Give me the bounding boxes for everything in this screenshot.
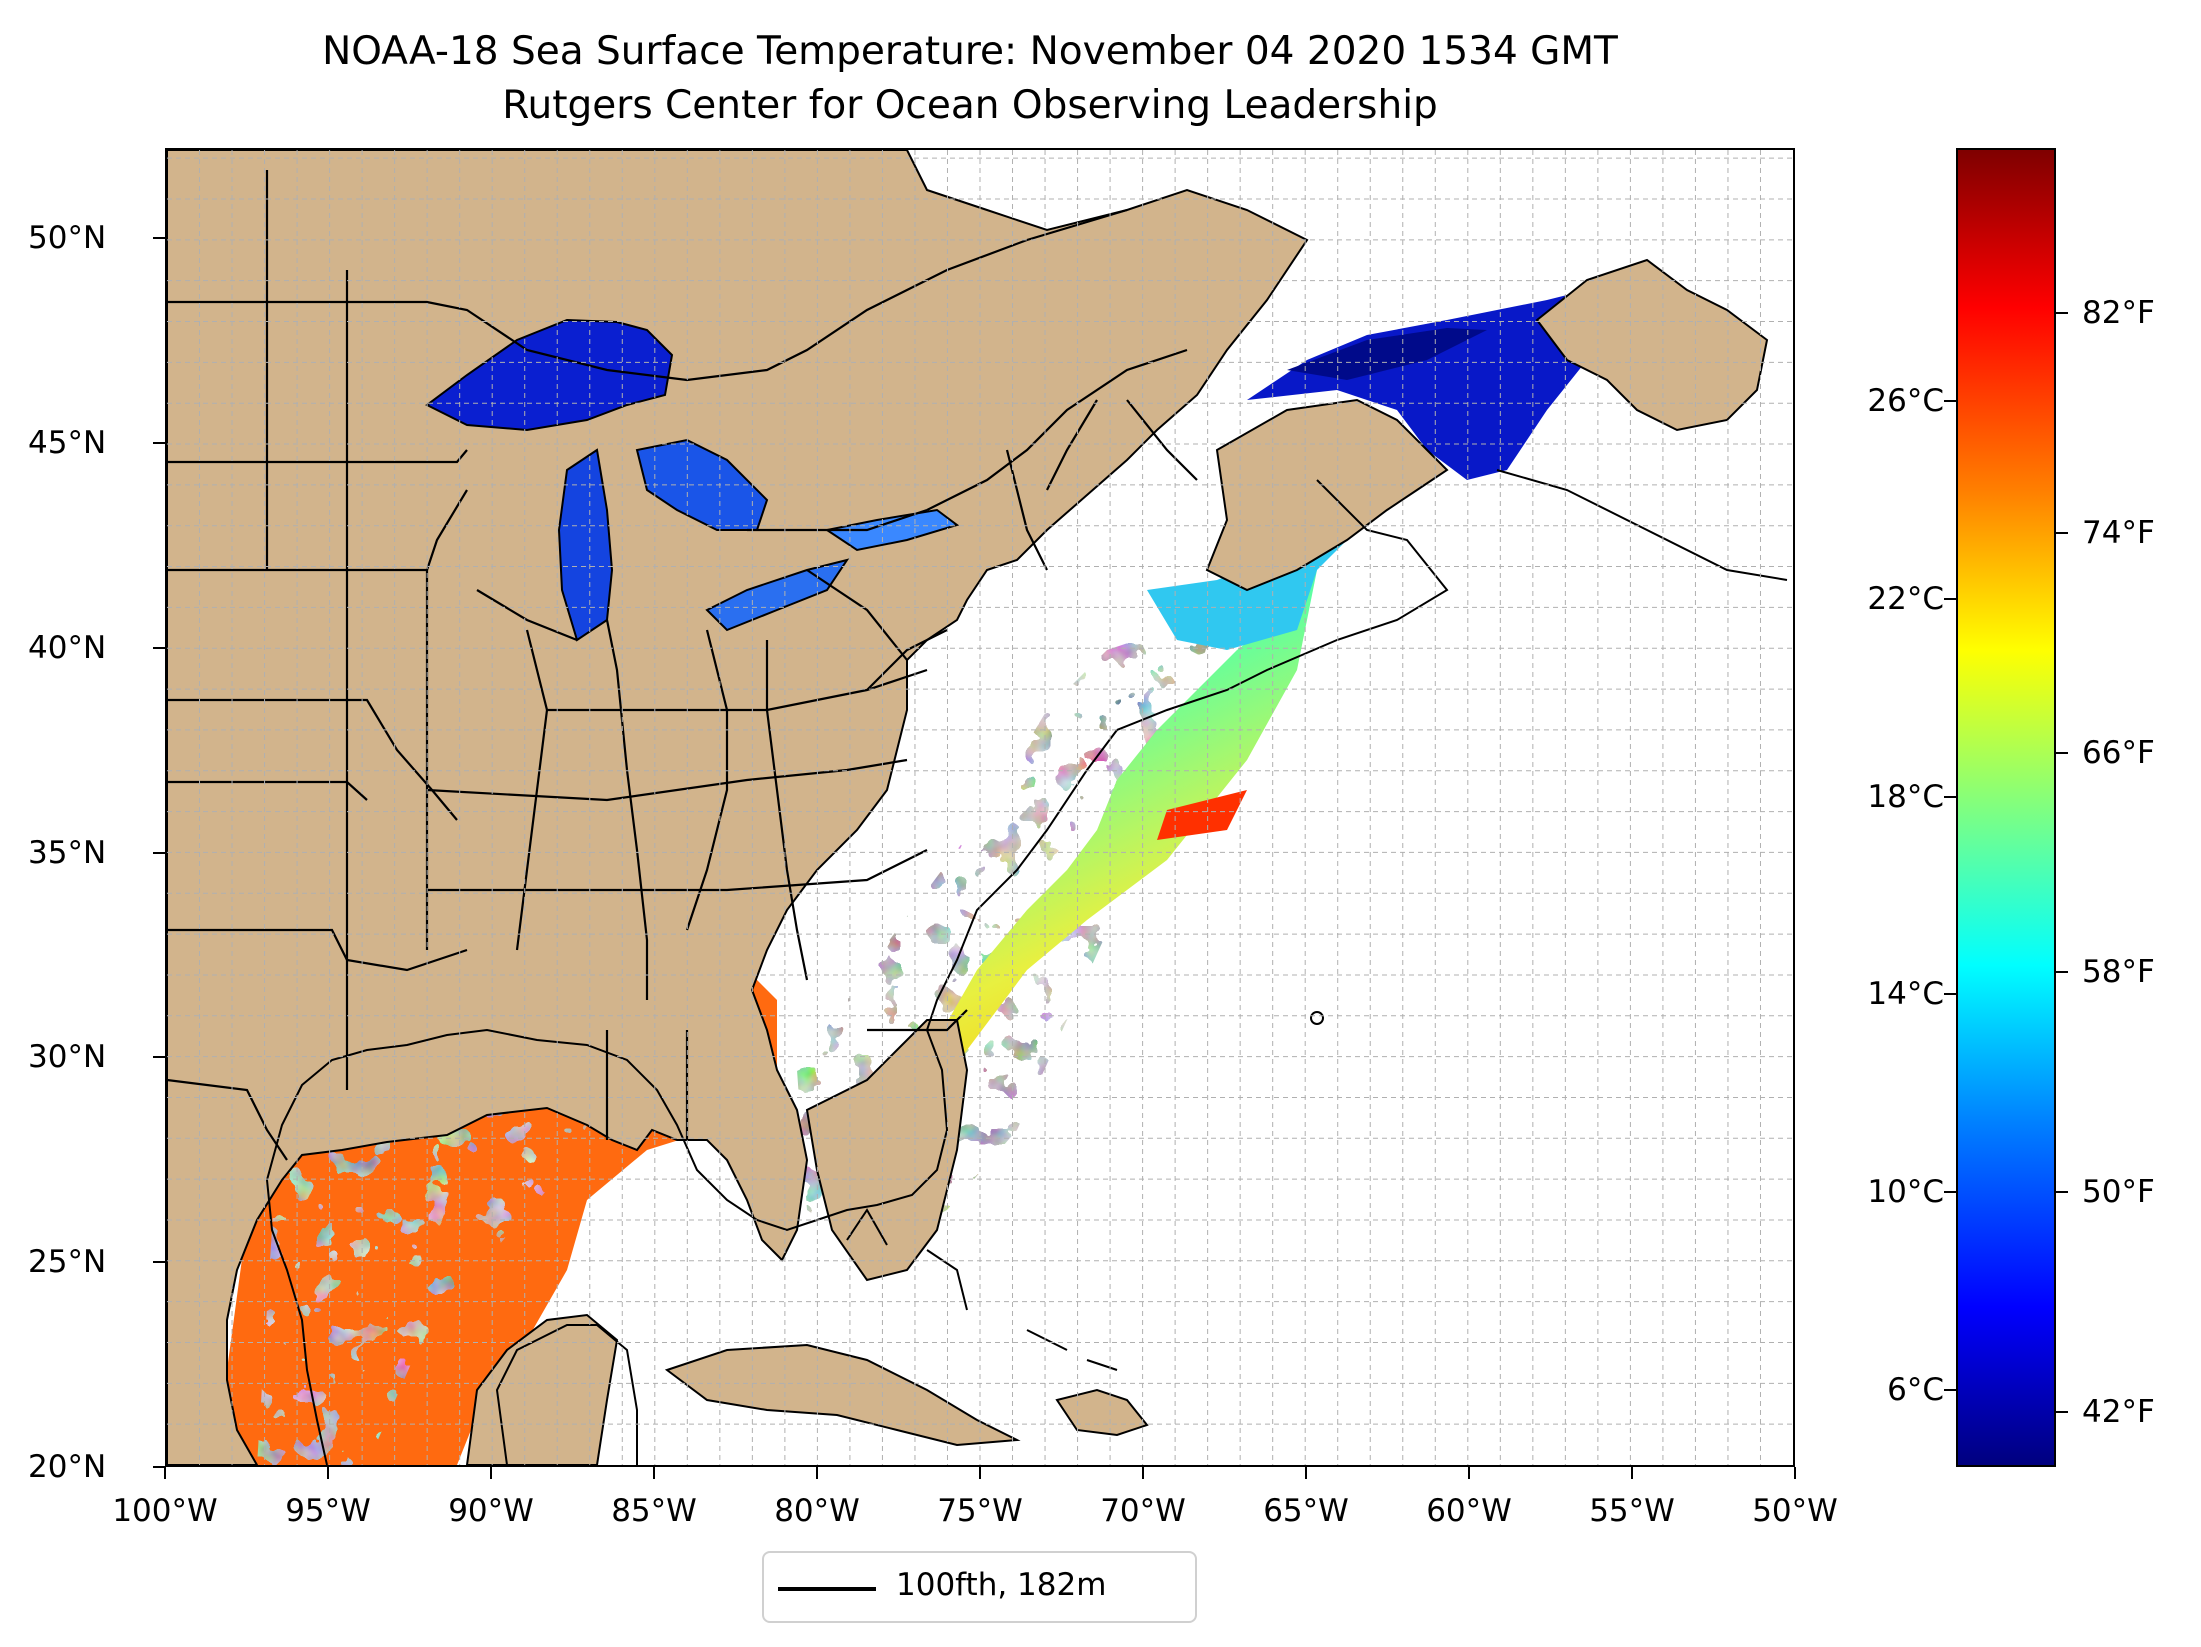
land-newfoundland (1535, 258, 1769, 432)
colorbar-tick-right (2056, 531, 2068, 534)
land-florida (805, 1019, 969, 1282)
colorbar-celsius-label: 14°C (1867, 976, 1944, 1013)
y-tick-label: 20°N (28, 1449, 107, 1485)
colorbar-fahrenheit-label: 42°F (2082, 1394, 2155, 1431)
x-tick-label: 55°W (1589, 1493, 1675, 1529)
x-tick-label: 50°W (1752, 1493, 1838, 1529)
map-panel (165, 148, 1795, 1467)
y-tick-label: 50°N (28, 220, 107, 257)
colorbar-fahrenheit-label: 66°F (2082, 734, 2155, 771)
chart-subtitle: Rutgers Center for Ocean Observing Leade… (502, 83, 1438, 128)
political-borders (167, 170, 1198, 1161)
x-tick-label: 70°W (1100, 1493, 1186, 1529)
colorbar-celsius-label: 18°C (1867, 778, 1944, 815)
x-tick-label: 85°W (611, 1493, 697, 1529)
sst-map (167, 150, 1793, 1465)
colorbar-tick-left (1944, 597, 1956, 600)
colorbar-celsius-label: 6°C (1887, 1372, 1944, 1409)
x-tick-label: 80°W (774, 1493, 860, 1529)
x-tick-mark (1142, 1467, 1144, 1479)
colorbar-tick-right (2056, 971, 2068, 974)
legend-label: 100fth, 182m (896, 1567, 1107, 1603)
y-tick-mark (153, 237, 165, 240)
x-tick-label: 100°W (112, 1493, 218, 1529)
y-tick-label: 40°N (28, 629, 107, 666)
sst-lake-michigan (559, 450, 612, 640)
legend: 100fth, 182m (762, 1551, 1197, 1623)
land-yucatan (465, 1313, 619, 1465)
colorbar-tick-left (1944, 993, 1956, 996)
y-tick-label: 30°N (28, 1039, 107, 1076)
land-maritimes (1205, 398, 1449, 592)
x-tick-label: 75°W (937, 1493, 1023, 1529)
y-tick-mark (153, 441, 165, 444)
colorbar-tick-right (2056, 751, 2068, 754)
x-tick-mark (1631, 1467, 1633, 1479)
x-tick-mark (1305, 1467, 1307, 1479)
colorbar-tick-left (1944, 1389, 1956, 1392)
x-tick-label: 65°W (1263, 1493, 1349, 1529)
x-tick-label: 60°W (1426, 1493, 1512, 1529)
y-tick-mark (153, 1466, 165, 1468)
land-bermuda (1310, 1011, 1324, 1025)
colorbar-celsius-label: 22°C (1867, 580, 1944, 617)
land-cuba (664, 1343, 1021, 1447)
colorbar-gradient (1958, 150, 2054, 1465)
y-tick-mark (153, 646, 165, 649)
sst-st-lawrence-estuary (1287, 328, 1487, 380)
colorbar-tick-left (1944, 399, 1956, 402)
colorbar-tick-left (1944, 795, 1956, 798)
sst-mid-atlantic-shelf (907, 570, 1317, 1150)
x-tick-mark (653, 1467, 655, 1479)
x-tick-mark (816, 1467, 818, 1479)
colorbar-tick-right (2056, 1191, 2068, 1194)
land-hispaniola (1055, 1388, 1149, 1437)
colorbar-fahrenheit-label: 58°F (2082, 954, 2155, 991)
x-tick-mark (979, 1467, 981, 1479)
y-tick-label: 35°N (28, 834, 107, 871)
colorbar-fahrenheit-label: 50°F (2082, 1174, 2155, 1211)
x-tick-mark (1468, 1467, 1470, 1479)
lat-lon-grid (167, 150, 1793, 1465)
x-tick-mark (164, 1467, 166, 1479)
land-bahamas (846, 1208, 1118, 1371)
legend-line-swatch (778, 1587, 876, 1591)
colorbar-tick-right (2056, 1411, 2068, 1414)
colorbar (1956, 148, 2056, 1467)
chart-title: NOAA-18 Sea Surface Temperature: Novembe… (322, 29, 1618, 74)
colorbar-celsius-label: 26°C (1867, 382, 1944, 419)
x-tick-mark (1794, 1467, 1796, 1479)
colorbar-tick-left (1944, 1191, 1956, 1194)
colorbar-celsius-label: 10°C (1867, 1174, 1944, 1211)
colorbar-tick-right (2056, 311, 2068, 314)
y-tick-label: 25°N (28, 1244, 107, 1281)
y-tick-mark (153, 1056, 165, 1059)
x-tick-mark (327, 1467, 329, 1479)
y-tick-mark (153, 1261, 165, 1264)
y-tick-label: 45°N (28, 424, 107, 461)
sst-lake-erie (707, 560, 847, 630)
sst-warm-eddy (1157, 790, 1247, 840)
x-tick-label: 95°W (285, 1493, 371, 1529)
colorbar-fahrenheit-label: 74°F (2082, 514, 2155, 551)
x-tick-label: 90°W (448, 1493, 534, 1529)
x-tick-mark (490, 1467, 492, 1479)
y-tick-mark (153, 851, 165, 854)
sst-lake-superior (427, 320, 672, 430)
colorbar-fahrenheit-label: 82°F (2082, 294, 2155, 331)
sst-lake-ontario (827, 510, 957, 550)
